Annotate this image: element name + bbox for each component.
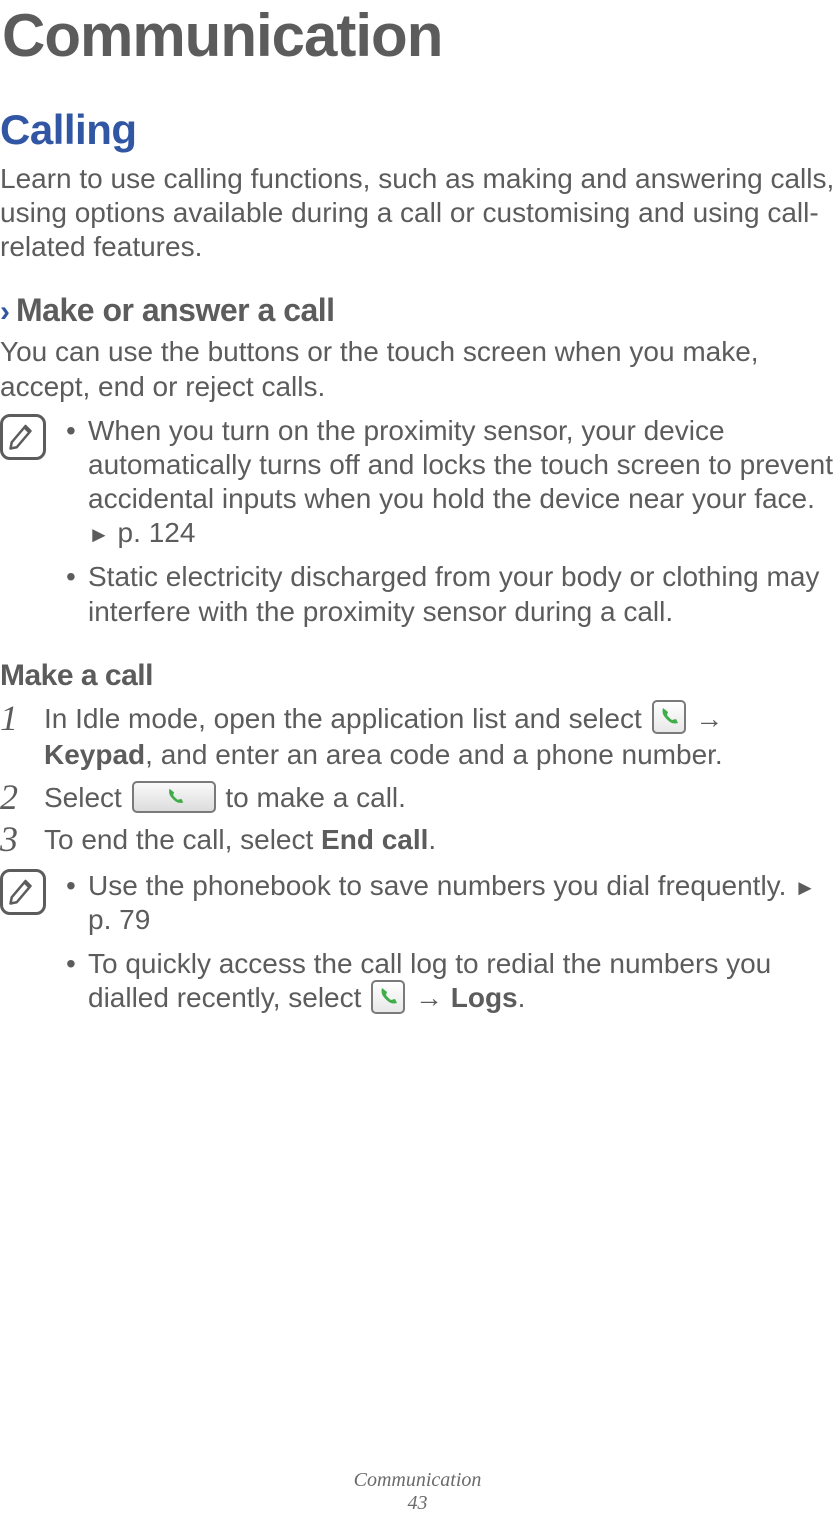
note-icon (0, 869, 46, 915)
call-button-icon (132, 781, 216, 813)
step-text: In Idle mode, open the application list … (44, 703, 650, 734)
xref-page: p. 79 (88, 904, 150, 935)
step-number: 3 (0, 816, 36, 863)
note-item: Static electricity discharged from your … (66, 560, 835, 628)
steps-list: 1 In Idle mode, open the application lis… (0, 701, 835, 859)
note-item: Use the phonebook to save numbers you di… (66, 869, 835, 937)
phone-app-icon (652, 700, 686, 734)
note-box: Use the phonebook to save numbers you di… (0, 869, 835, 1027)
subsection-make-or-answer: › Make or answer a call (0, 292, 835, 329)
step-item: 3 To end the call, select End call. (0, 822, 835, 858)
step-text: To end the call, select (44, 824, 321, 855)
section-title-calling: Calling (0, 106, 835, 154)
heading-make-a-call: Make a call (0, 659, 835, 693)
footer-section-label: Communication (0, 1469, 835, 1492)
page-footer: Communication 43 (0, 1469, 835, 1515)
subsection-lead: You can use the buttons or the touch scr… (0, 335, 835, 403)
manual-page: Communication Calling Learn to use calli… (0, 0, 835, 1530)
keypad-label: Keypad (44, 739, 145, 770)
step-item: 1 In Idle mode, open the application lis… (0, 701, 835, 774)
note-text: When you turn on the proximity sensor, y… (88, 415, 833, 514)
step-text-post: to make a call. (218, 782, 406, 813)
phone-app-icon (371, 980, 405, 1014)
note-icon-wrap (0, 414, 52, 639)
note-icon-wrap (0, 869, 52, 1027)
arrow-text: → (407, 982, 451, 1013)
note-icon (0, 414, 46, 460)
note-text: Use the phonebook to save numbers you di… (88, 870, 794, 901)
step-text-post: . (428, 824, 436, 855)
chevron-icon: › (0, 297, 10, 327)
xref-arrow-icon: ► (88, 522, 110, 547)
subsection-title: Make or answer a call (16, 292, 335, 329)
xref-arrow-icon: ► (794, 875, 816, 900)
xref-page: p. 124 (110, 517, 196, 548)
step-item: 2 Select to make a call. (0, 780, 835, 816)
footer-page-number: 43 (403, 1492, 433, 1515)
note-text: Static electricity discharged from your … (88, 561, 819, 626)
chapter-title: Communication (2, 0, 835, 66)
note-list: When you turn on the proximity sensor, y… (66, 414, 835, 639)
note-item: When you turn on the proximity sensor, y… (66, 414, 835, 551)
step-text: Select (44, 782, 130, 813)
arrow-text: → (688, 703, 724, 734)
note-item: To quickly access the call log to redial… (66, 947, 835, 1017)
step-number: 2 (0, 774, 36, 821)
logs-label: Logs (451, 982, 518, 1013)
end-call-label: End call (321, 824, 428, 855)
note-box: When you turn on the proximity sensor, y… (0, 414, 835, 639)
step-number: 1 (0, 695, 36, 742)
note-list: Use the phonebook to save numbers you di… (66, 869, 835, 1027)
section-intro: Learn to use calling functions, such as … (0, 162, 835, 264)
note-text-post: . (518, 982, 526, 1013)
step-text-post: , and enter an area code and a phone num… (145, 739, 723, 770)
